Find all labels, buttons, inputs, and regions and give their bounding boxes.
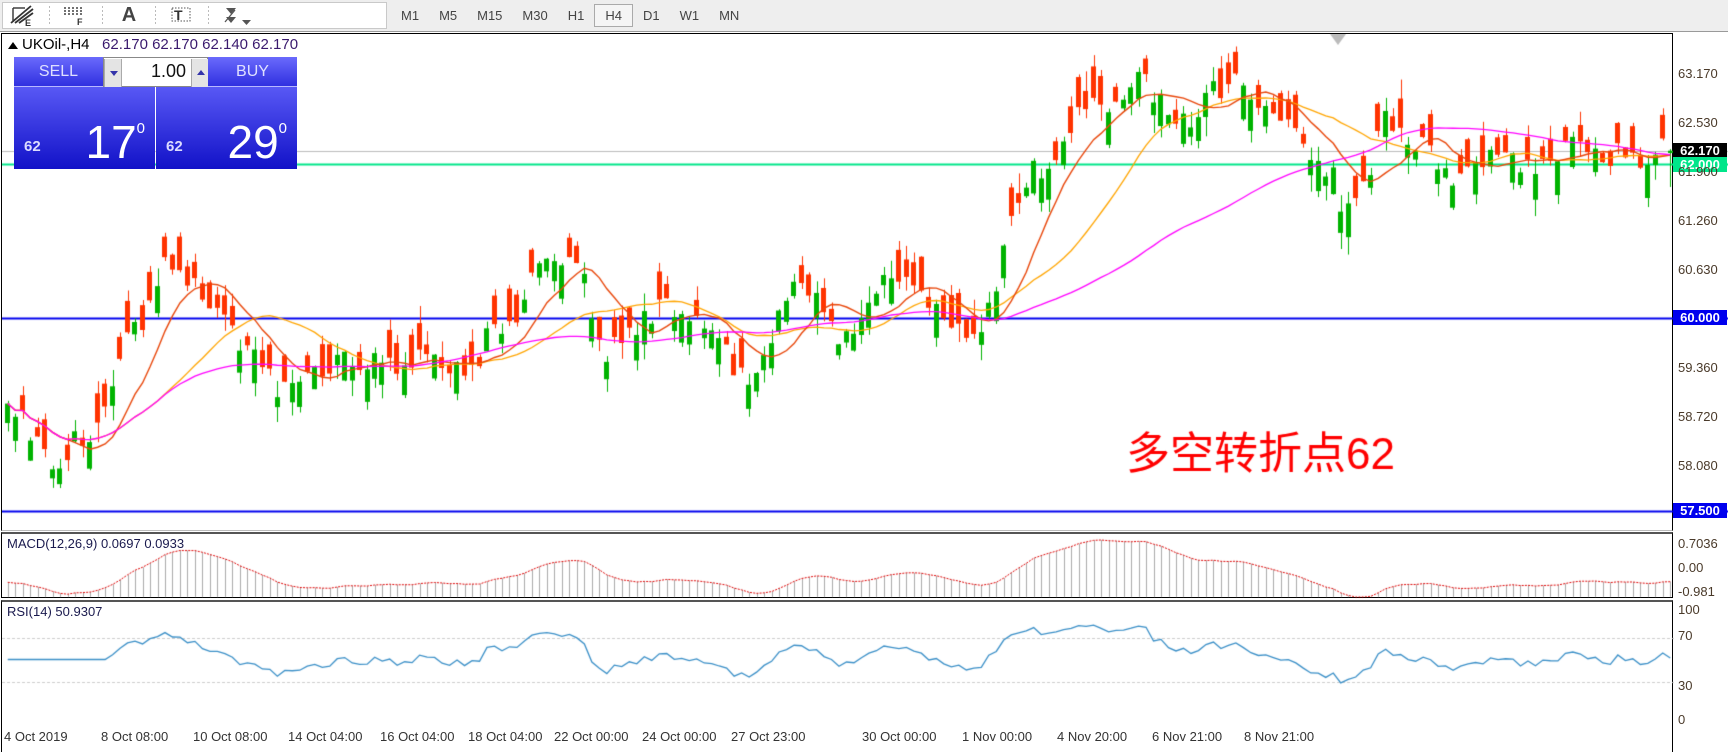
svg-text:E: E [25, 18, 31, 27]
svg-text:T: T [174, 7, 183, 23]
svg-text:F: F [77, 17, 83, 26]
